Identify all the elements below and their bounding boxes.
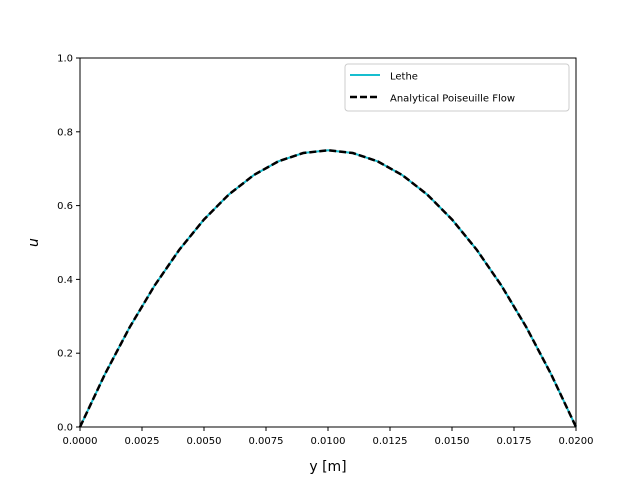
legend: Lethe Analytical Poiseuille Flow <box>344 63 570 112</box>
x-tick-label: 0.0000 <box>63 436 98 447</box>
series-line-1 <box>78 148 578 428</box>
plot-frame <box>79 57 577 428</box>
y-tick-label: 0.0 <box>57 423 73 434</box>
x-tick-label: 0.0025 <box>125 436 160 447</box>
x-tick-label: 0.0100 <box>311 436 346 447</box>
x-tick-label: 0.0175 <box>497 436 532 447</box>
y-tick-label: 0.8 <box>57 127 73 138</box>
x-axis-label: y [m] <box>309 459 346 475</box>
series-line-0 <box>79 149 577 428</box>
plot-area <box>78 148 578 428</box>
legend-label-lethe: Lethe <box>390 72 418 83</box>
x-tick-label: 0.0050 <box>187 436 222 447</box>
x-tick-label: 0.0125 <box>373 436 408 447</box>
legend-label-analytical: Analytical Poiseuille Flow <box>390 94 515 105</box>
y-tick-label: 0.6 <box>57 201 73 212</box>
y-tick-label: 1.0 <box>57 54 73 65</box>
y-tick-label: 0.4 <box>57 275 73 286</box>
axis-ticks: 0.0000 0.0025 0.0050 0.0075 0.0100 0.0125 0.01… <box>57 54 593 448</box>
x-tick-label: 0.0200 <box>559 436 594 447</box>
x-tick-label: 0.0150 <box>435 436 470 447</box>
y-tick-label: 0.2 <box>57 349 73 360</box>
y-axis-label: u <box>26 238 42 247</box>
legend-box <box>344 63 570 112</box>
x-tick-label: 0.0075 <box>249 436 284 447</box>
